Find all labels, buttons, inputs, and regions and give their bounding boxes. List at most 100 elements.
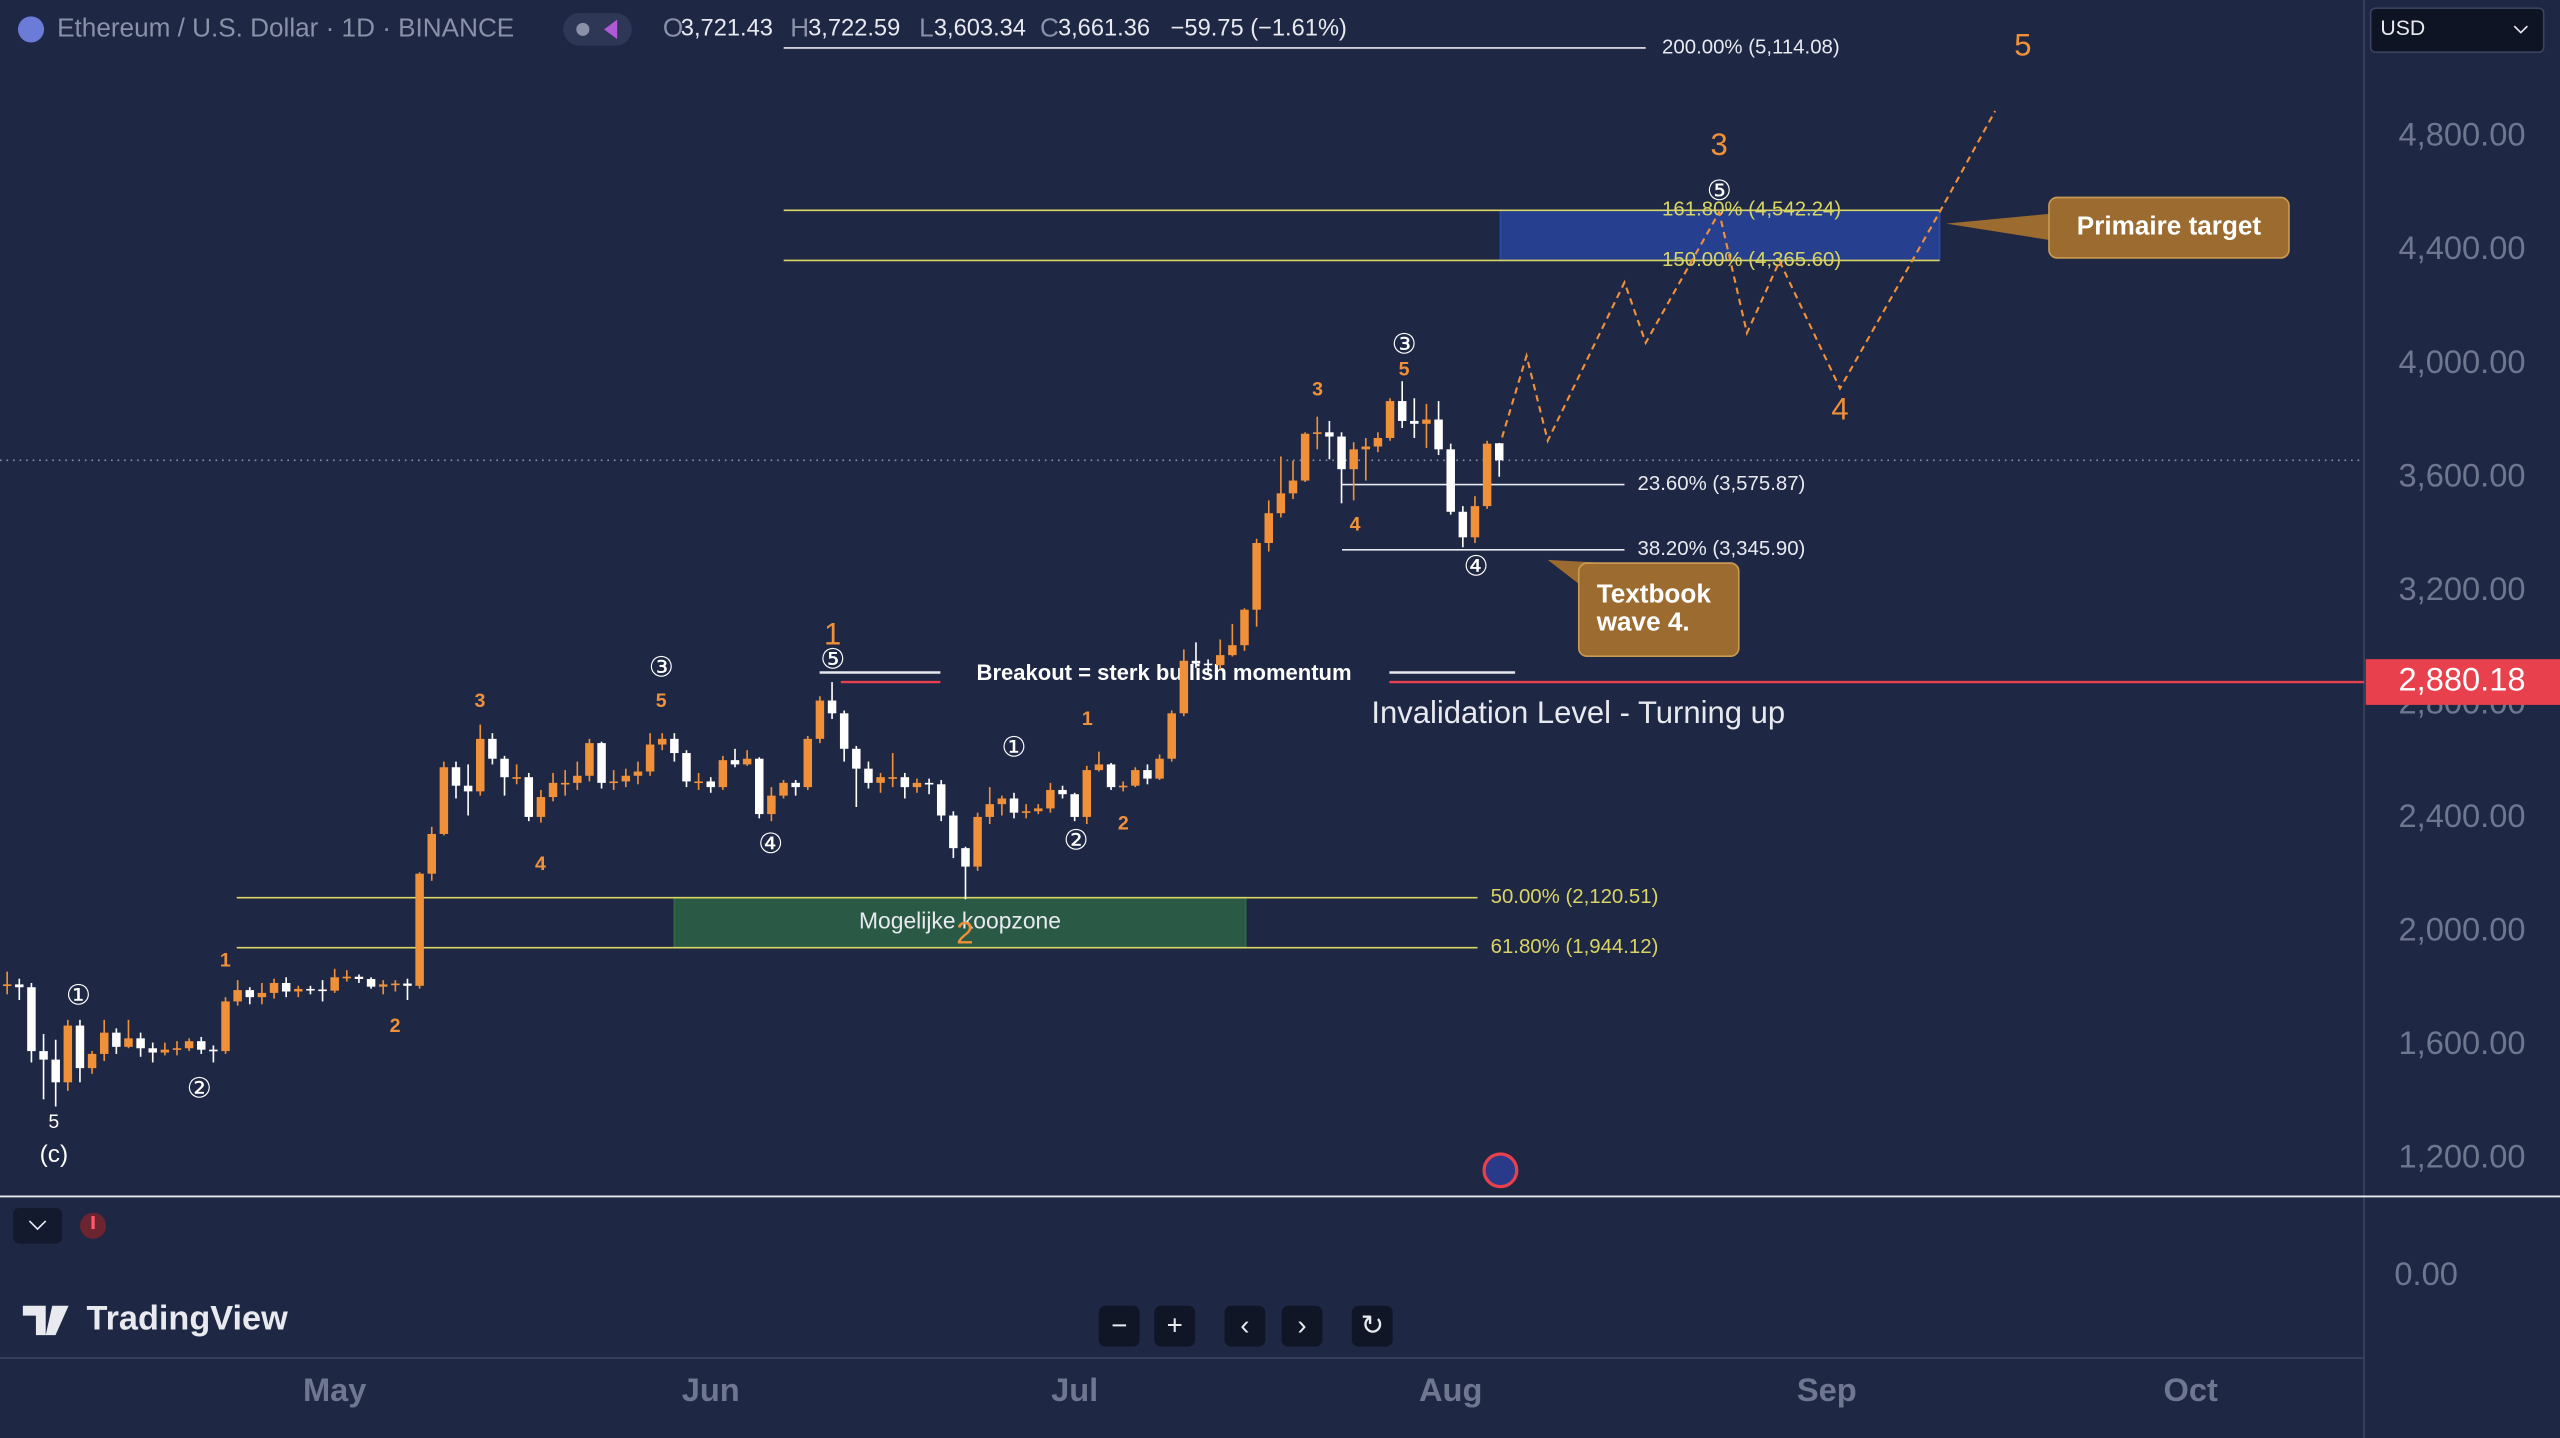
- y-tick-label: 3,200.00: [2399, 570, 2526, 607]
- candle-body: [1082, 770, 1092, 817]
- candle-body: [330, 977, 339, 991]
- candle-body: [815, 700, 825, 739]
- candle-body: [2, 984, 12, 987]
- candle-body: [1215, 655, 1225, 666]
- ohlc-key: C: [1040, 12, 1059, 42]
- candle-body: [1264, 513, 1273, 544]
- control-button[interactable]: [1351, 1305, 1393, 1347]
- candle-body: [742, 758, 752, 765]
- indicator-toggle[interactable]: [563, 13, 632, 46]
- wave-label: 1: [824, 617, 841, 652]
- y-tick-label: 4,000.00: [2399, 343, 2526, 380]
- candle-body: [1397, 401, 1407, 421]
- callout-text: Primaire target: [2077, 211, 2262, 241]
- candle-body: [548, 782, 558, 798]
- candle-body: [1070, 794, 1079, 817]
- candle-body: [294, 988, 303, 992]
- candle-body: [985, 804, 994, 817]
- candle-body: [827, 700, 837, 714]
- y-tick-label: 4,400.00: [2399, 229, 2526, 266]
- candle-body: [512, 777, 521, 779]
- ohlc-key: O: [663, 12, 683, 42]
- candle-body: [573, 775, 582, 783]
- alert-mark: [91, 1216, 95, 1230]
- candle-body: [306, 988, 315, 991]
- candle-body: [112, 1032, 121, 1047]
- collapse-icon: [28, 1220, 47, 1231]
- brand-name: TradingView: [87, 1300, 289, 1338]
- candle-body: [124, 1038, 133, 1047]
- x-tick-label: May: [303, 1371, 366, 1408]
- candle-body: [949, 815, 958, 849]
- candle-body: [27, 987, 36, 1052]
- wave-label: 5: [656, 690, 667, 712]
- candle-body: [476, 738, 485, 792]
- candle-body: [1118, 785, 1128, 788]
- candle-body: [148, 1048, 157, 1053]
- control-button[interactable]: [1281, 1305, 1323, 1347]
- candle-body: [1131, 770, 1140, 786]
- y-tick-label: 3,600.00: [2399, 456, 2526, 493]
- candle-body: [269, 982, 279, 993]
- candle-body: [1470, 506, 1480, 538]
- control-button[interactable]: [1098, 1305, 1140, 1347]
- candle-body: [233, 990, 242, 1002]
- wave-label: 3: [475, 690, 486, 712]
- candle-body: [609, 781, 618, 784]
- candle-body: [864, 768, 873, 783]
- wave-label: 3: [1312, 378, 1323, 400]
- ohlc-value: 3,603.34: [934, 16, 1026, 42]
- candle-body: [1191, 660, 1201, 664]
- candle-body: [1410, 420, 1419, 424]
- callout-text: Textbook: [1597, 579, 1712, 609]
- candle-body: [997, 798, 1007, 805]
- candle-body: [51, 1059, 60, 1083]
- callout-text: wave 4.: [1596, 606, 1690, 636]
- candle-body: [15, 984, 24, 988]
- projection-path: [1501, 110, 1997, 444]
- candle-body: [973, 816, 982, 867]
- candle-body: [172, 1048, 182, 1050]
- candle-body: [1179, 660, 1189, 714]
- fib-label: 161.80% (4,542.24): [1662, 199, 1841, 221]
- control-button[interactable]: [1154, 1305, 1196, 1347]
- wave-label: ⑤: [1707, 175, 1732, 206]
- wave-label: 5: [2014, 28, 2031, 63]
- fib-label: 200.00% (5,114.08): [1662, 36, 1840, 58]
- x-tick-label: Oct: [2163, 1371, 2218, 1408]
- wave-label: 2: [956, 915, 973, 950]
- candle-body: [1276, 493, 1286, 514]
- candle-body: [839, 713, 849, 749]
- event-flag[interactable]: [1482, 1152, 1519, 1189]
- candle-body: [560, 782, 570, 785]
- candle-body: [524, 777, 534, 817]
- candle-body: [1228, 645, 1237, 656]
- zone: [673, 896, 1247, 949]
- candle-body: [718, 760, 728, 788]
- candle-body: [1009, 798, 1019, 813]
- candle-body: [706, 781, 715, 788]
- candle-body: [876, 777, 885, 783]
- wave-label: ③: [1392, 328, 1417, 359]
- ohlc-value: 3,721.43: [681, 16, 773, 42]
- invalidation-text: Invalidation Level - Turning up: [1371, 695, 1785, 730]
- currency-label: USD: [2380, 17, 2425, 40]
- candle-body: [585, 743, 594, 776]
- ohlc-key: L: [919, 12, 934, 42]
- price-tag-label: 2,880.18: [2399, 661, 2526, 698]
- collapse-button[interactable]: [13, 1207, 63, 1244]
- candle-body: [694, 781, 703, 784]
- wave-label: 4: [1350, 514, 1361, 536]
- candle-body: [791, 782, 800, 788]
- candle-body: [415, 873, 424, 986]
- currency-select[interactable]: [2369, 7, 2545, 54]
- candle-body: [597, 743, 606, 783]
- wave-label: 4: [535, 853, 546, 875]
- candle-body: [1482, 443, 1492, 507]
- candle-body: [1021, 811, 1031, 813]
- candle-body: [730, 760, 740, 765]
- wave-label: 3: [1711, 127, 1728, 162]
- control-button[interactable]: [1224, 1305, 1266, 1347]
- candle-body: [1288, 480, 1298, 494]
